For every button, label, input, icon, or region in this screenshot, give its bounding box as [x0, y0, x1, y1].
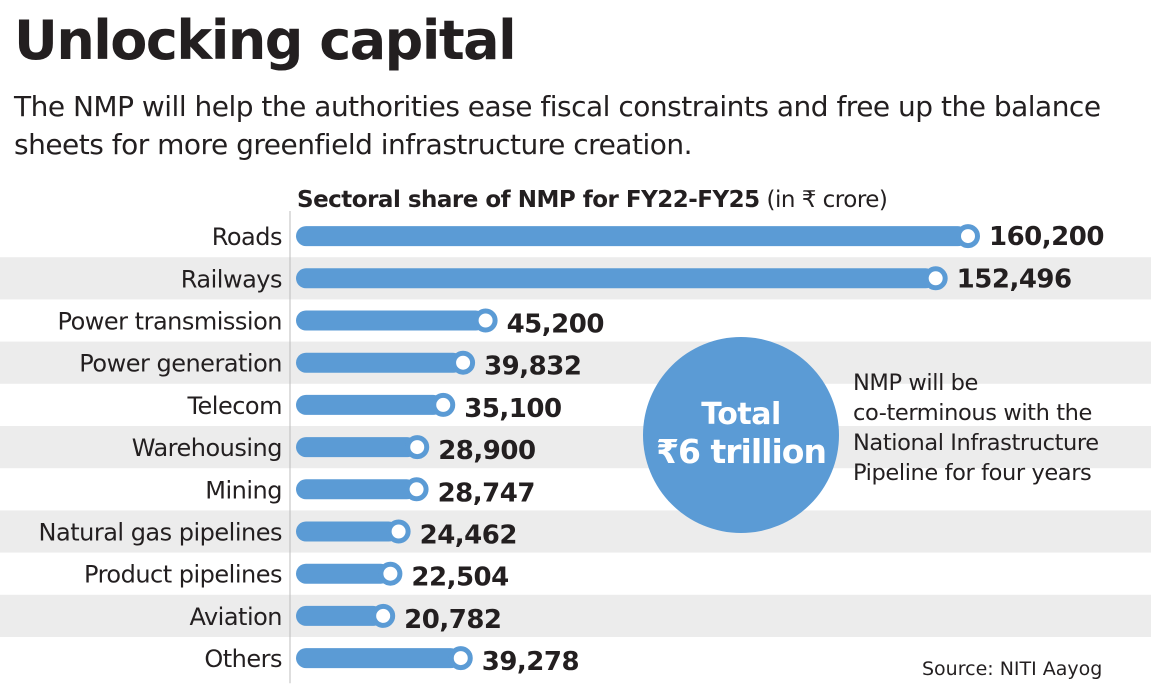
total-callout-value: ₹6 trillion — [656, 432, 827, 471]
value-label: 28,747 — [438, 478, 535, 508]
pipeline-note: NMP will be co-terminous with the Nation… — [853, 370, 1099, 486]
value-label: 24,462 — [420, 521, 517, 551]
bar — [296, 479, 417, 500]
bar-end-marker — [371, 603, 396, 628]
bar-end-marker — [378, 561, 403, 586]
category-label: Roads — [212, 223, 282, 251]
bar — [296, 268, 936, 289]
bar — [296, 394, 444, 415]
bar-end-marker — [448, 646, 473, 671]
bar-end-marker — [405, 435, 430, 460]
bar — [296, 310, 486, 331]
chart-section-title-main: Sectoral share of NMP for FY22-FY25 — [297, 187, 760, 213]
value-label: 152,496 — [957, 264, 1072, 294]
row-stripe — [0, 426, 1151, 469]
chart-subtitle: The NMP will help the authorities ease f… — [14, 90, 1101, 161]
bar — [296, 226, 968, 247]
category-label: Railways — [181, 265, 282, 293]
category-label: Warehousing — [132, 434, 282, 462]
row-stripe — [0, 341, 1151, 384]
value-label: 39,832 — [484, 352, 581, 382]
bar-end-marker — [431, 392, 456, 417]
category-label: Power generation — [79, 350, 282, 378]
bar — [296, 648, 461, 669]
bar — [296, 605, 384, 626]
total-callout-label: Total — [701, 397, 781, 432]
value-label: 28,900 — [438, 436, 535, 466]
category-label: Power transmission — [57, 308, 282, 336]
value-label: 22,504 — [411, 563, 508, 593]
bar-end-marker — [923, 266, 948, 291]
bar-end-marker — [956, 224, 980, 249]
bar-end-marker — [386, 519, 411, 544]
bar-end-marker — [473, 308, 498, 333]
chart-section-title-unit: (in ₹ crore) — [766, 187, 888, 213]
value-label: 160,200 — [989, 222, 1104, 252]
value-label: 39,278 — [482, 647, 579, 677]
chart-title-heading: Unlocking capital — [14, 9, 517, 72]
category-label: Natural gas pipelines — [39, 519, 282, 547]
bar — [296, 563, 391, 584]
category-label: Telecom — [186, 392, 282, 420]
bar — [296, 352, 464, 373]
row-stripe — [0, 594, 1151, 637]
row-stripe — [0, 510, 1151, 553]
value-label: 45,200 — [507, 310, 604, 340]
category-label: Others — [204, 645, 282, 673]
bar — [296, 521, 399, 542]
category-label: Aviation — [189, 603, 282, 631]
category-label: Mining — [205, 476, 282, 504]
bar-end-marker — [451, 350, 476, 375]
bar — [296, 437, 418, 458]
bar-end-marker — [404, 477, 429, 502]
source-credit: Source: NITI Aayog — [922, 658, 1103, 680]
category-label: Product pipelines — [84, 561, 282, 589]
total-callout-circle: Total ₹6 trillion — [643, 337, 839, 533]
value-label: 35,100 — [464, 394, 561, 424]
chart-section-title: Sectoral share of NMP for FY22-FY25 (in … — [297, 184, 888, 216]
value-label: 20,782 — [404, 605, 501, 635]
